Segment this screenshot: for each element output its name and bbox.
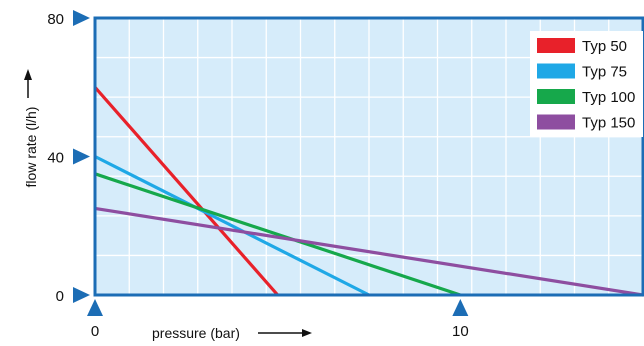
series-line-2: [94, 155, 370, 297]
x-tick-label: 0: [91, 323, 99, 340]
axis-ticks: 0 40 80 0 10: [47, 10, 469, 340]
y-tick-marker: [73, 148, 90, 165]
legend-label: Typ 75: [582, 64, 627, 81]
series-line-4: [94, 206, 644, 297]
legend-swatch: [537, 38, 575, 53]
series-line-3: [94, 172, 461, 297]
legend: Typ 50 Typ 75 Typ 100 Typ 150: [530, 31, 643, 137]
x-tick-marker: [87, 299, 103, 316]
x-axis-arrow: [258, 329, 312, 337]
series-line-1: [93, 86, 279, 297]
x-tick-label: 10: [452, 323, 469, 340]
y-tick-marker: [73, 10, 90, 26]
legend-label: Typ 100: [582, 89, 635, 106]
y-axis-title: flow rate (l/h): [23, 107, 39, 188]
y-tick-label: 80: [47, 11, 64, 28]
legend-swatch: [537, 114, 575, 130]
y-axis-arrow: [24, 69, 32, 98]
y-tick-marker: [73, 287, 90, 303]
y-tick-label: 40: [47, 150, 64, 167]
legend-swatch: [537, 63, 575, 79]
legend-swatch: [537, 89, 575, 104]
y-tick-label: 0: [56, 288, 64, 305]
legend-label: Typ 50: [582, 38, 627, 55]
x-axis-title: pressure (bar): [152, 325, 240, 341]
x-tick-marker: [452, 299, 469, 316]
legend-label: Typ 150: [582, 115, 635, 132]
series-lines: [93, 86, 644, 297]
plot-frame: [93, 16, 644, 297]
